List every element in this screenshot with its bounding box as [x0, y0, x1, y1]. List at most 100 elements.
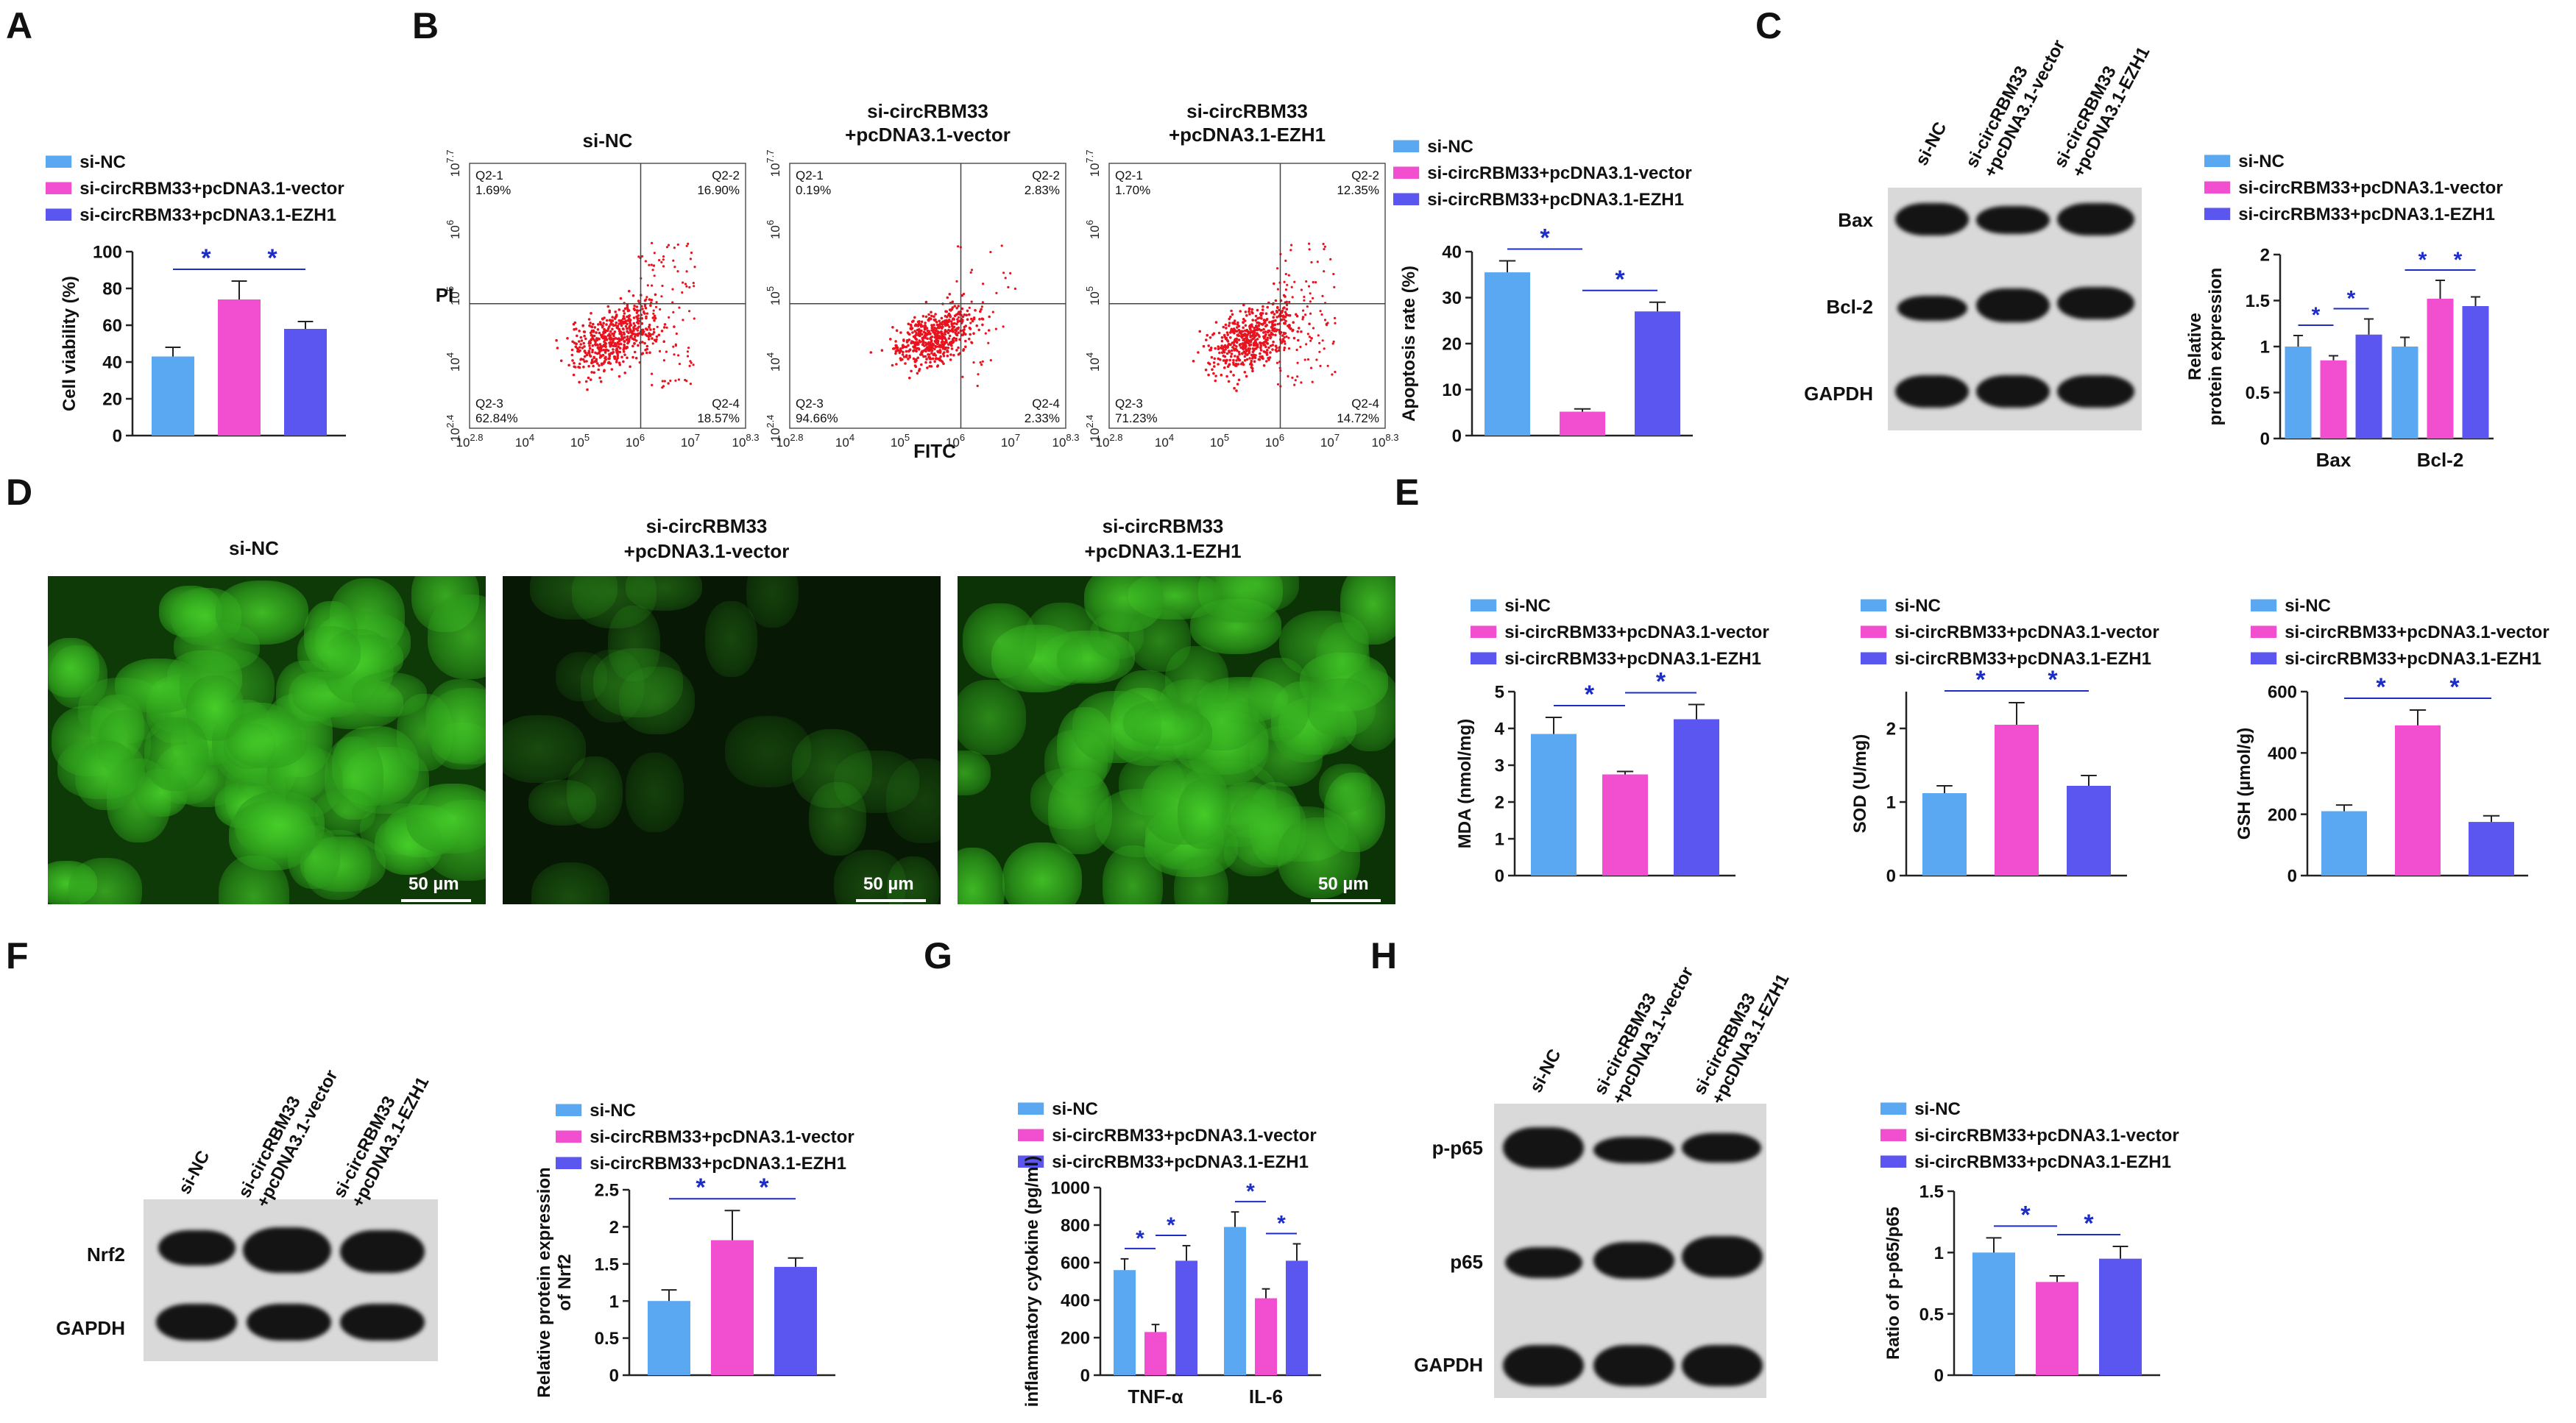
quadrant-value: 0.19%: [796, 183, 831, 197]
flow-event: [1319, 364, 1322, 367]
legend-swatch: [2251, 625, 2277, 638]
flow-event: [650, 372, 654, 375]
flow-event: [1229, 355, 1233, 358]
quadrant-name: Q2-2: [1351, 168, 1379, 182]
flow-event: [1238, 352, 1241, 356]
flow-event: [918, 327, 921, 331]
flow-event: [1291, 296, 1294, 299]
flow-event: [579, 343, 582, 346]
flow-event: [604, 345, 607, 349]
flow-event: [647, 338, 651, 341]
flow-event: [929, 361, 932, 364]
flow-event: [677, 354, 680, 357]
flow-event: [1278, 308, 1281, 312]
flow-event: [1266, 349, 1269, 352]
flow-event: [1284, 295, 1287, 298]
flow-event: [677, 378, 681, 381]
flow-event: [1243, 371, 1247, 374]
flow-event: [597, 337, 600, 341]
flow-event: [1223, 366, 1226, 369]
flow-event: [1275, 350, 1278, 353]
flow-event: [912, 319, 915, 323]
flow-event: [601, 324, 604, 328]
flow-event: [1309, 339, 1312, 342]
flow-event: [948, 325, 951, 329]
y-tick-label: 2.5: [595, 1181, 619, 1201]
flow-event: [1213, 365, 1216, 368]
flow-event: [1314, 281, 1317, 284]
flow-event: [615, 349, 618, 352]
flow-event: [591, 350, 594, 354]
flow-event: [1259, 329, 1262, 332]
flow-event: [616, 354, 620, 358]
flow-event: [637, 318, 640, 321]
y-tick-label: 10: [1442, 380, 1462, 400]
flow-event: [1007, 285, 1010, 288]
flow-event: [908, 348, 912, 352]
flow-event: [957, 305, 960, 308]
flow-event: [1261, 312, 1264, 315]
legend-label: si-circRBM33+pcDNA3.1-vector: [1427, 163, 1691, 183]
flow-event: [949, 340, 953, 344]
flow-event: [1326, 364, 1329, 367]
flow-event: [924, 341, 927, 344]
flow-event: [1270, 325, 1273, 329]
flow-event: [582, 341, 585, 345]
flow-event: [1265, 324, 1268, 327]
flow-event: [1235, 389, 1238, 392]
flow-event: [1259, 355, 1262, 358]
flow-event: [667, 244, 670, 246]
flow-event: [662, 326, 666, 329]
flow-event: [1233, 331, 1236, 335]
flow-event: [634, 339, 638, 342]
cell: [531, 862, 609, 904]
panel-label-d: D: [6, 472, 33, 513]
flow-event: [1278, 314, 1281, 318]
flow-event: [1308, 322, 1311, 326]
flow-event: [588, 324, 591, 327]
flow-event: [1259, 349, 1263, 352]
flow-event: [585, 360, 588, 363]
flow-event: [648, 334, 652, 338]
flow-event: [1239, 346, 1242, 349]
quadrant-value: 71.23%: [1115, 411, 1158, 425]
bar: [2355, 334, 2382, 439]
flow-event: [1266, 305, 1269, 309]
flow-event: [1312, 280, 1314, 284]
y-tick-label: 200: [2268, 805, 2297, 825]
flow-event: [1308, 242, 1311, 245]
flow-event: [581, 347, 584, 349]
flow-event: [615, 361, 618, 363]
flow-event: [933, 336, 936, 339]
bar: [152, 356, 194, 436]
flow-event: [1239, 335, 1243, 338]
flow-event: [644, 260, 648, 263]
cell: [1319, 764, 1371, 812]
flow-event: [1250, 335, 1253, 338]
y-tick-label: 0: [1495, 867, 1504, 887]
x-tick-label: 104: [835, 432, 854, 450]
flow-event: [934, 329, 938, 333]
flow-event: [1287, 274, 1290, 277]
flow-event: [1224, 361, 1228, 365]
flow-event: [1253, 329, 1256, 333]
flow-event: [952, 325, 956, 329]
flow-event: [927, 346, 931, 349]
flow-event: [930, 310, 933, 314]
flow-event: [1310, 337, 1313, 340]
flow-event: [663, 380, 666, 383]
flow-event: [630, 330, 633, 333]
cell: [1123, 700, 1203, 746]
blot-c-row-gapdh: GAPDH: [1804, 383, 1873, 405]
flow-event: [1303, 358, 1306, 361]
flow-event: [665, 326, 668, 329]
cell: [887, 856, 940, 904]
flow-event: [652, 327, 656, 331]
flow-event: [1256, 322, 1259, 324]
flow-event: [946, 354, 949, 358]
flow-event: [972, 332, 975, 336]
flow-event: [946, 323, 949, 327]
flow-plot-2: si-circRBM33+pcDNA3.1-vector Q2-10.19% Q2-…: [765, 100, 1066, 442]
flow-event: [916, 324, 919, 327]
fluor-title-2: si-circRBM33 +pcDNA3.1-vector: [623, 515, 790, 562]
